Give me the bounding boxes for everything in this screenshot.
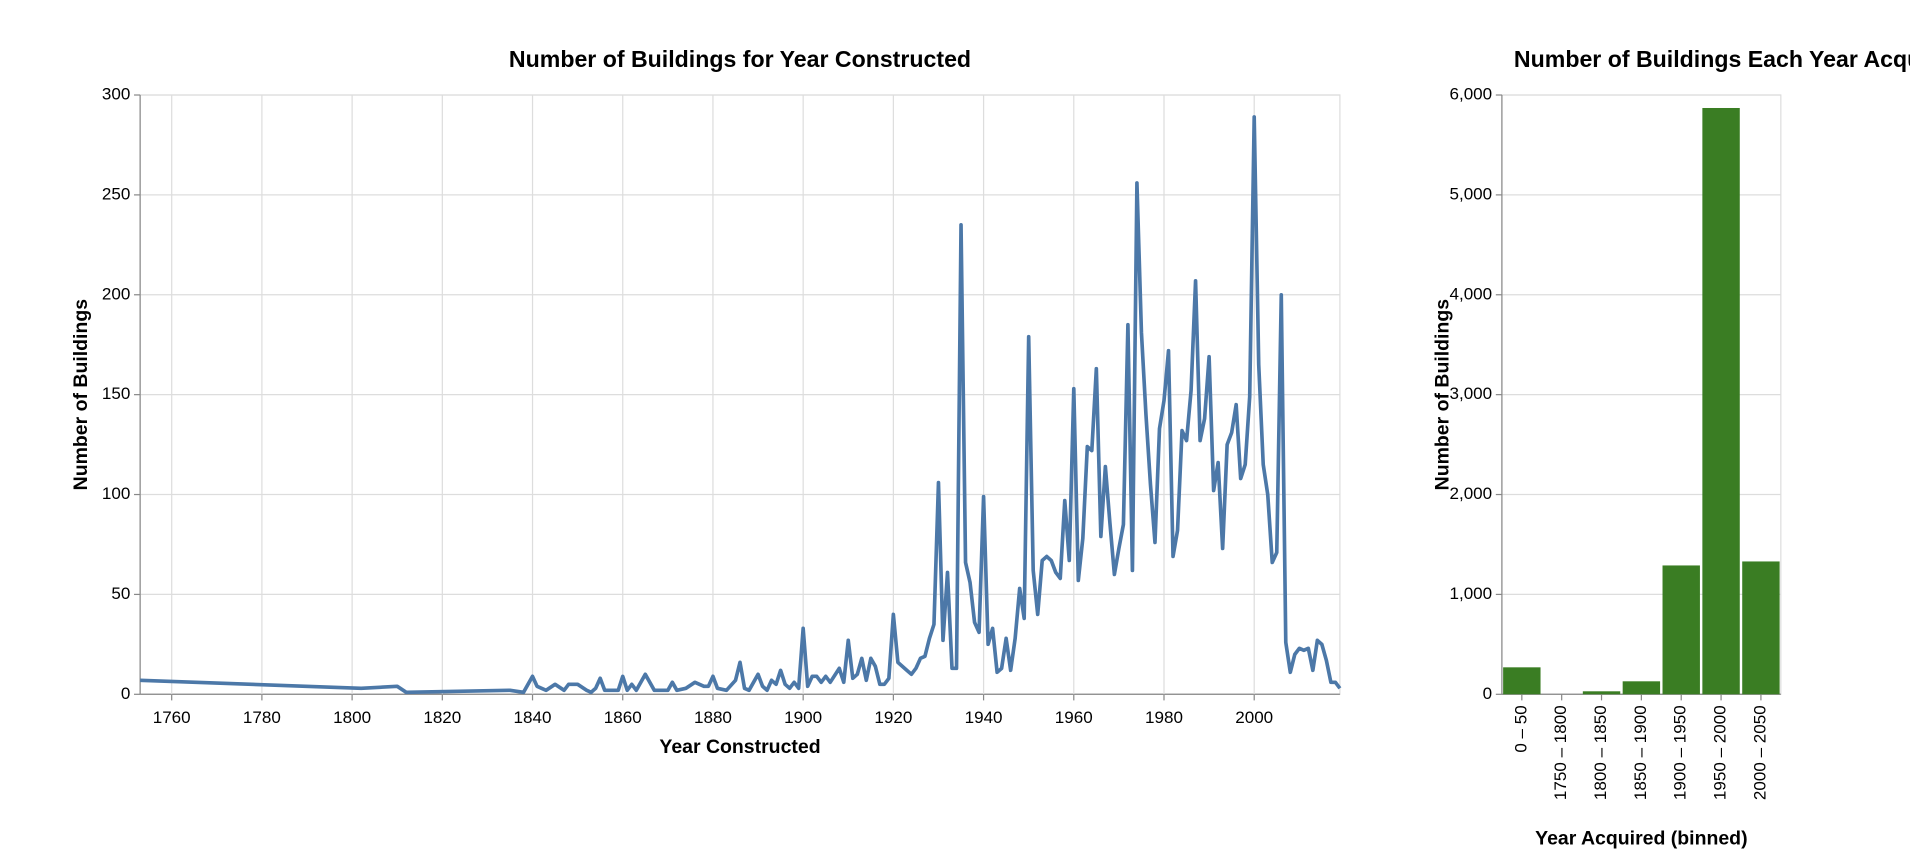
y-axis-title: Number of Buildings (70, 299, 92, 491)
x-tick-label: 1760 (153, 708, 191, 727)
x-tick-label: 2000 – 2050 (1750, 705, 1769, 800)
x-tick-label: 1850 – 1900 (1631, 705, 1650, 800)
y-tick-label: 300 (102, 85, 130, 104)
x-tick-label: 1750 – 1800 (1551, 705, 1570, 800)
x-tick-label: 0 – 50 (1511, 705, 1530, 752)
x-tick-label: 1920 (874, 708, 912, 727)
y-tick-label: 4,000 (1449, 284, 1492, 303)
bar (1662, 565, 1700, 695)
chart-title: Number of Buildings Each Year Acquired (1514, 46, 1910, 72)
x-tick-label: 1820 (423, 708, 461, 727)
bar (1622, 681, 1661, 695)
x-tick-label: 1940 (965, 708, 1003, 727)
bar (1582, 691, 1621, 695)
x-tick-label: 1780 (243, 708, 281, 727)
y-tick-label: 250 (102, 184, 130, 203)
y-tick-label: 0 (121, 684, 130, 703)
y-tick-label: 3,000 (1449, 384, 1492, 403)
y-tick-label: 0 (1483, 684, 1492, 703)
y-tick-label: 50 (111, 584, 130, 603)
x-axis-title: Year Constructed (659, 736, 820, 758)
x-tick-label: 1900 – 1950 (1671, 705, 1690, 800)
line (140, 115, 1342, 695)
y-tick-label: 5,000 (1449, 184, 1492, 203)
x-tick-label: 1960 (1055, 708, 1093, 727)
y-axis-title: Number of Buildings (1432, 299, 1454, 491)
x-tick-label: 2000 (1235, 708, 1273, 727)
x-tick-label: 1840 (514, 708, 552, 727)
x-tick-label: 1860 (604, 708, 642, 727)
x-tick-label: 1900 (784, 708, 822, 727)
y-tick-label: 150 (102, 384, 130, 403)
x-tick-label: 1880 (694, 708, 732, 727)
chart-title: Number of Buildings for Year Constructed (509, 46, 971, 72)
bar (1503, 667, 1541, 695)
y-tick-label: 6,000 (1449, 85, 1492, 104)
x-tick-label: 1980 (1145, 708, 1183, 727)
x-axis-title: Year Acquired (binned) (1535, 827, 1747, 849)
x-tick-label: 1800 (333, 708, 371, 727)
bar (1742, 561, 1780, 695)
y-tick-label: 100 (102, 484, 130, 503)
x-tick-label: 1800 – 1850 (1591, 705, 1610, 800)
y-tick-label: 1,000 (1449, 584, 1492, 603)
y-tick-label: 2,000 (1449, 484, 1492, 503)
bar (1702, 107, 1740, 695)
y-tick-label: 200 (102, 284, 130, 303)
x-tick-label: 1950 – 2000 (1711, 705, 1730, 800)
